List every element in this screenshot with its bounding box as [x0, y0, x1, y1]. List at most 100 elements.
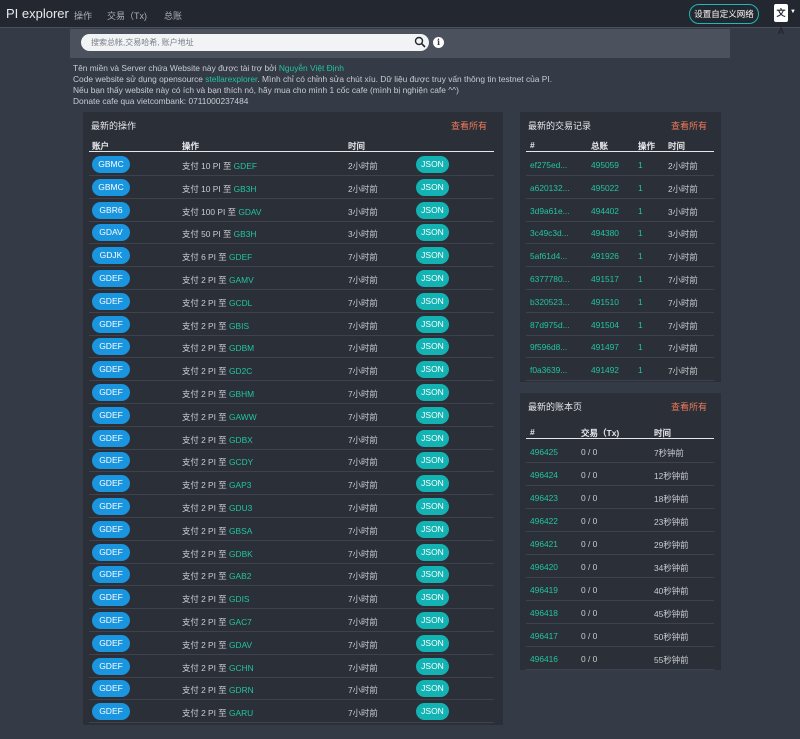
operations-view-all-link[interactable]: 查看所有: [451, 121, 488, 131]
account-badge[interactable]: GDEF: [92, 520, 130, 538]
transaction-ledger-link[interactable]: 491497: [591, 342, 619, 353]
ledger-number-link[interactable]: 496419: [530, 585, 558, 595]
nav-link-transactions[interactable]: 交易（Tx): [107, 11, 147, 21]
ledger-number-link[interactable]: 496423: [530, 493, 558, 503]
account-badge[interactable]: GDEF: [92, 315, 130, 333]
ledger-number-link[interactable]: 496418: [530, 608, 558, 618]
json-button[interactable]: JSON: [416, 589, 449, 607]
transaction-operation-count[interactable]: 1: [638, 365, 643, 376]
json-button[interactable]: JSON: [416, 429, 449, 447]
destination-account-link[interactable]: GD2C: [229, 366, 253, 377]
json-button[interactable]: JSON: [416, 338, 449, 356]
account-badge[interactable]: GBMC: [92, 156, 130, 173]
destination-account-link[interactable]: GAWW: [229, 411, 257, 422]
transaction-ledger-link[interactable]: 491510: [591, 296, 619, 307]
chevron-down-icon[interactable]: ▼: [790, 9, 796, 15]
custom-network-button[interactable]: 设置自定义网络: [689, 4, 759, 24]
json-button[interactable]: JSON: [416, 566, 449, 584]
ledger-number-link[interactable]: 496425: [530, 447, 558, 457]
transaction-hash-link[interactable]: f0a3639...: [530, 365, 568, 376]
transaction-hash-link[interactable]: 5af61d4...: [530, 251, 568, 262]
sponsor-link[interactable]: Nguyễn Việt Định: [278, 63, 344, 73]
destination-account-link[interactable]: GB3H: [233, 229, 257, 240]
account-badge[interactable]: GDEF: [92, 703, 130, 721]
json-button[interactable]: JSON: [416, 224, 449, 242]
search-input[interactable]: [81, 34, 429, 51]
json-button[interactable]: JSON: [416, 475, 449, 493]
opensource-link[interactable]: stellarexplorer: [205, 74, 258, 84]
transaction-hash-link[interactable]: 6377780...: [530, 274, 570, 284]
transaction-operation-count[interactable]: 1: [638, 228, 643, 239]
ledger-number-link[interactable]: 496420: [530, 562, 558, 572]
account-badge[interactable]: GDEF: [92, 680, 130, 698]
destination-account-link[interactable]: GDIS: [229, 594, 250, 605]
transaction-hash-link[interactable]: a620132...: [530, 182, 570, 193]
account-badge[interactable]: GDEF: [92, 270, 130, 287]
destination-account-link[interactable]: GDBX: [229, 434, 253, 445]
transactions-view-all-link[interactable]: 查看所有: [671, 121, 708, 131]
account-badge[interactable]: GDEF: [92, 543, 130, 561]
json-button[interactable]: JSON: [416, 452, 449, 470]
transaction-hash-link[interactable]: ef275ed...: [530, 160, 568, 170]
transaction-operation-count[interactable]: 1: [638, 160, 643, 170]
account-badge[interactable]: GDEF: [92, 406, 130, 424]
destination-account-link[interactable]: GCDL: [229, 297, 253, 308]
account-badge[interactable]: GDEF: [92, 498, 130, 515]
json-button[interactable]: JSON: [416, 247, 449, 265]
transaction-operation-count[interactable]: 1: [638, 205, 643, 216]
transaction-hash-link[interactable]: 3c49c3d...: [530, 228, 569, 239]
transaction-hash-link[interactable]: 3d9a61e...: [530, 205, 570, 216]
transaction-ledger-link[interactable]: 495022: [591, 182, 619, 193]
destination-account-link[interactable]: GBHM: [229, 389, 255, 399]
transaction-operation-count[interactable]: 1: [638, 296, 643, 307]
transaction-operation-count[interactable]: 1: [638, 342, 643, 353]
json-button[interactable]: JSON: [416, 612, 449, 629]
json-button[interactable]: JSON: [416, 201, 449, 219]
account-badge[interactable]: GDEF: [92, 292, 130, 310]
account-badge[interactable]: GDEF: [92, 452, 130, 470]
destination-account-link[interactable]: GAMV: [229, 275, 254, 285]
transaction-operation-count[interactable]: 1: [638, 182, 643, 193]
nav-link-ledgers[interactable]: 总账: [164, 11, 183, 21]
account-badge[interactable]: GDJK: [92, 247, 130, 265]
transaction-hash-link[interactable]: b320523...: [530, 296, 570, 307]
account-badge[interactable]: GDEF: [92, 612, 130, 629]
json-button[interactable]: JSON: [416, 680, 449, 698]
ledgers-view-all-link[interactable]: 查看所有: [671, 402, 708, 412]
account-badge[interactable]: GDEF: [92, 361, 130, 379]
ledger-number-link[interactable]: 496424: [530, 470, 558, 480]
destination-account-link[interactable]: GAP3: [229, 480, 252, 491]
json-button[interactable]: JSON: [416, 178, 449, 196]
account-badge[interactable]: GDEF: [92, 384, 130, 401]
destination-account-link[interactable]: GDBM: [229, 343, 255, 354]
destination-account-link[interactable]: GAC7: [229, 617, 252, 627]
ledger-number-link[interactable]: 496421: [530, 539, 558, 549]
json-button[interactable]: JSON: [416, 498, 449, 515]
ledger-number-link[interactable]: 496422: [530, 516, 558, 526]
destination-account-link[interactable]: GB3H: [233, 183, 257, 194]
ledger-number-link[interactable]: 496417: [530, 631, 558, 641]
destination-account-link[interactable]: GDU3: [229, 503, 253, 513]
json-button[interactable]: JSON: [416, 520, 449, 538]
account-badge[interactable]: GDAV: [92, 224, 130, 242]
account-badge[interactable]: GDEF: [92, 634, 130, 652]
destination-account-link[interactable]: GAB2: [229, 571, 252, 582]
transaction-ledger-link[interactable]: 491926: [591, 251, 619, 262]
json-button[interactable]: JSON: [416, 270, 449, 287]
destination-account-link[interactable]: GDBK: [229, 548, 253, 559]
destination-account-link[interactable]: GDEF: [233, 161, 257, 171]
json-button[interactable]: JSON: [416, 384, 449, 401]
destination-account-link[interactable]: GDRN: [229, 685, 254, 696]
transaction-ledger-link[interactable]: 494402: [591, 205, 619, 216]
transaction-operation-count[interactable]: 1: [638, 319, 643, 330]
json-button[interactable]: JSON: [416, 657, 449, 675]
transaction-ledger-link[interactable]: 494380: [591, 228, 619, 239]
info-icon[interactable]: i: [433, 37, 444, 48]
json-button[interactable]: JSON: [416, 703, 449, 721]
account-badge[interactable]: GDEF: [92, 338, 130, 356]
destination-account-link[interactable]: GDAV: [229, 639, 253, 650]
json-button[interactable]: JSON: [416, 406, 449, 424]
nav-link-operations[interactable]: 操作: [74, 11, 93, 21]
destination-account-link[interactable]: GBIS: [229, 320, 250, 331]
account-badge[interactable]: GDEF: [92, 566, 130, 584]
